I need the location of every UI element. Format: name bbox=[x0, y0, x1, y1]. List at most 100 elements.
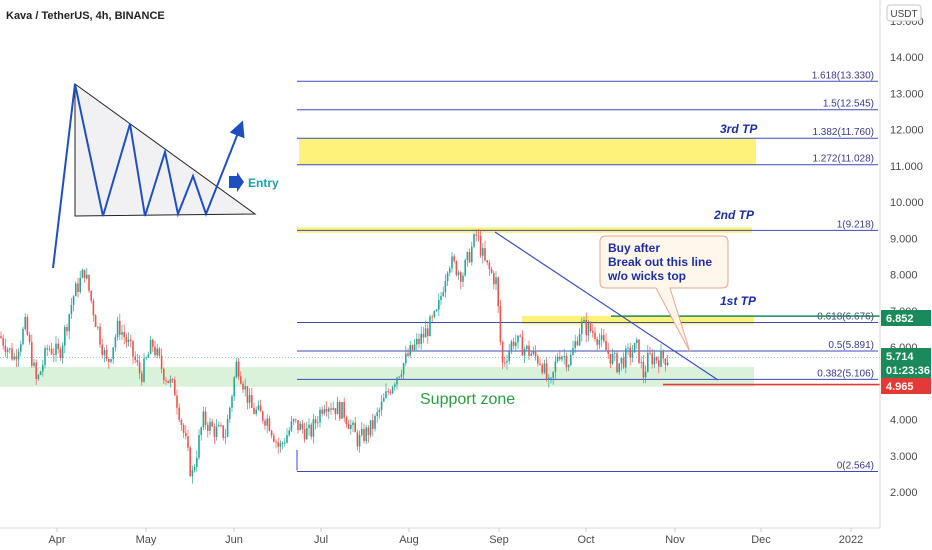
candle-body bbox=[528, 345, 530, 356]
candle-body bbox=[64, 326, 66, 346]
candle-body bbox=[405, 353, 407, 364]
candle-body bbox=[363, 429, 365, 442]
x-tick-0: Apr bbox=[48, 534, 65, 546]
candle-body bbox=[380, 401, 383, 410]
candle-body bbox=[53, 354, 55, 355]
fib-label-6: 0.5(5.891) bbox=[828, 340, 874, 351]
candle-body bbox=[653, 356, 656, 365]
candle-body bbox=[614, 353, 616, 354]
candle-body bbox=[284, 442, 286, 444]
candle-body bbox=[526, 345, 528, 350]
y-tick-0: 2.000 bbox=[890, 487, 918, 499]
candle-body bbox=[446, 272, 449, 282]
candle-body bbox=[317, 422, 319, 424]
candle-body bbox=[17, 351, 20, 360]
candle-body bbox=[475, 234, 477, 236]
candle-body bbox=[171, 378, 174, 380]
candle-body bbox=[187, 436, 189, 448]
candle-body bbox=[251, 395, 253, 408]
candle-body bbox=[504, 362, 506, 364]
candle-body bbox=[266, 418, 268, 426]
x-tick-7: Nov bbox=[665, 534, 685, 546]
candle-body bbox=[136, 360, 139, 363]
y-tick-10: 12.000 bbox=[890, 125, 924, 137]
callout-line-1: Buy after bbox=[608, 241, 660, 255]
candle-body bbox=[253, 407, 255, 415]
candle-body bbox=[169, 378, 172, 383]
candle-body bbox=[264, 420, 266, 426]
x-tick-2: Jun bbox=[225, 534, 243, 546]
candle-body bbox=[290, 421, 293, 431]
candle-body bbox=[273, 435, 275, 442]
candle-body bbox=[376, 412, 378, 416]
candle-body bbox=[301, 423, 304, 430]
candle-body bbox=[66, 326, 68, 332]
candle-body bbox=[644, 371, 647, 378]
fib-label-1: 1.5(12.545) bbox=[823, 99, 874, 110]
candle-body bbox=[499, 306, 502, 342]
candle-body bbox=[620, 357, 623, 364]
candle-body bbox=[83, 269, 86, 279]
candle-body bbox=[0, 336, 2, 338]
candle-body bbox=[240, 376, 242, 384]
candle-body bbox=[422, 333, 425, 338]
candle-body bbox=[642, 362, 645, 378]
candle-body bbox=[332, 408, 334, 410]
price-label-resistance: 6.852 bbox=[886, 313, 914, 325]
candle-body bbox=[286, 435, 288, 443]
candle-body bbox=[176, 395, 178, 408]
candle-body bbox=[350, 424, 352, 430]
x-tick-9: 2022 bbox=[839, 534, 863, 546]
candle-body bbox=[244, 386, 246, 390]
candle-body bbox=[486, 260, 488, 263]
triangle-schematic: Entry bbox=[52, 83, 279, 269]
tp-label-3: 1st TP bbox=[720, 294, 757, 308]
price-labels: 6.852 5.714 01:23:36 4.965 bbox=[881, 310, 931, 394]
candle-body bbox=[24, 316, 26, 330]
candle-body bbox=[218, 425, 220, 427]
candle-body bbox=[31, 342, 33, 366]
candle-body bbox=[347, 424, 350, 430]
y-tick-7: 9.000 bbox=[890, 233, 918, 245]
fib-label-3: 1.272(11.028) bbox=[812, 154, 874, 165]
candle-body bbox=[457, 272, 460, 276]
candle-body bbox=[81, 269, 84, 278]
x-tick-3: Jul bbox=[314, 534, 328, 546]
candle-body bbox=[354, 422, 356, 433]
candle-body bbox=[607, 349, 609, 354]
candle-body bbox=[418, 338, 420, 344]
entry-label: Entry bbox=[248, 176, 279, 190]
candle-body bbox=[449, 268, 451, 273]
candle-body bbox=[625, 348, 627, 368]
price-box-stop bbox=[881, 378, 931, 394]
support-zone-label: Support zone bbox=[420, 391, 515, 408]
candle-body bbox=[44, 348, 46, 366]
candle-body bbox=[530, 353, 532, 356]
candle-body bbox=[356, 432, 359, 447]
candle-body bbox=[229, 407, 231, 420]
y-tick-6: 8.000 bbox=[890, 270, 918, 282]
candle-body bbox=[178, 407, 180, 421]
currency-button[interactable]: USDT bbox=[886, 4, 922, 22]
candle-body bbox=[37, 374, 40, 380]
candle-body bbox=[191, 470, 194, 476]
y-axis-ticks: 2.0003.0004.0005.0006.0007.0008.0009.000… bbox=[890, 16, 924, 499]
candle-body bbox=[125, 337, 128, 343]
candle-body bbox=[4, 345, 7, 353]
zigzag-arrow bbox=[52, 83, 245, 269]
candle-body bbox=[523, 349, 526, 356]
countdown-label: 01:23:36 bbox=[886, 365, 930, 377]
candles-layer bbox=[0, 229, 669, 484]
candle-body bbox=[464, 260, 466, 276]
candle-body bbox=[409, 345, 411, 356]
candle-body bbox=[416, 338, 418, 345]
candle-body bbox=[488, 262, 491, 270]
candle-body bbox=[429, 316, 431, 337]
candle-body bbox=[116, 320, 119, 338]
candle-body bbox=[152, 339, 154, 347]
candle-body bbox=[387, 391, 389, 393]
candle-body bbox=[598, 339, 601, 345]
candle-body bbox=[119, 320, 121, 335]
candle-body bbox=[189, 447, 191, 476]
